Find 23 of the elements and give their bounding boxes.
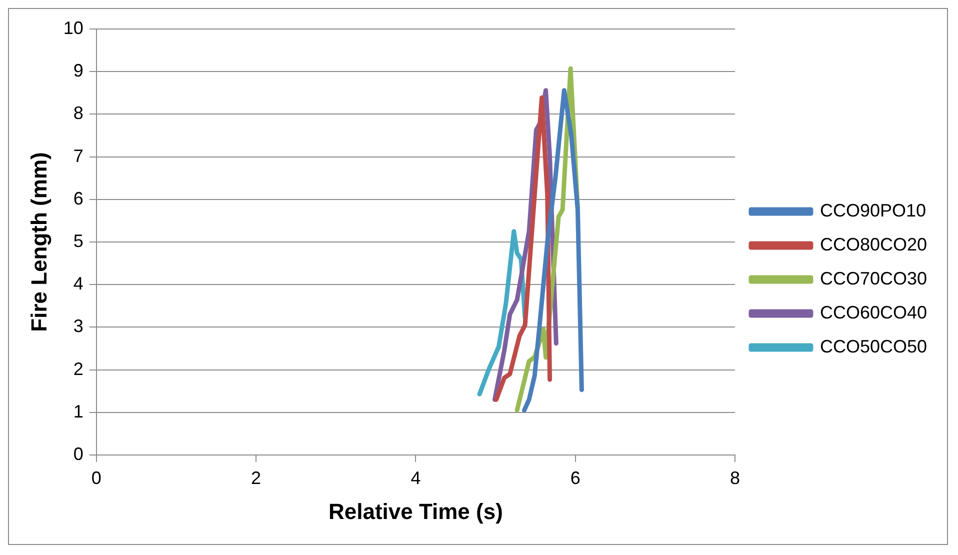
y-tick-label: 1 [73,401,84,422]
y-tick-label: 7 [73,146,84,166]
x-axis-title: Relative Time (s) [328,498,503,524]
y-tick-label: 9 [73,60,84,81]
y-tick-label: 5 [73,230,84,251]
legend-label: CCO90PO10 [820,200,926,220]
legend-label: CCO70CO30 [820,268,928,288]
y-axis-title: Fire Length (mm) [26,152,52,332]
legend-label: CCO80CO20 [820,234,928,254]
y-tick-label: 3 [73,316,84,336]
x-tick-label: 4 [410,468,421,488]
x-tick-label: 0 [91,468,102,488]
y-tick-label: 6 [73,188,84,208]
y-tick-label: 0 [73,444,84,464]
y-tick-label: 10 [63,18,84,38]
x-tick-label: 2 [251,468,262,488]
x-tick-label: 8 [730,468,740,488]
y-tick-label: 8 [73,103,84,124]
x-tick-label: 6 [570,468,580,488]
y-tick-label: 2 [73,358,84,379]
y-tick-label: 4 [73,274,84,294]
legend-label: CCO50CO50 [820,336,928,356]
legend-label: CCO60CO40 [820,302,928,322]
